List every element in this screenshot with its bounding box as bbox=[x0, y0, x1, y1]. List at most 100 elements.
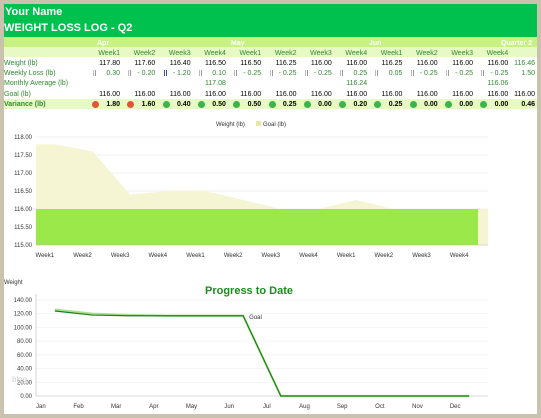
weekly-loss-cell[interactable]: 0.05 bbox=[388, 70, 403, 77]
goal-cell[interactable]: 116.00 bbox=[99, 91, 120, 98]
week-header[interactable]: Week3 bbox=[451, 50, 473, 57]
week-header[interactable]: Week4 bbox=[486, 50, 509, 57]
weekly-loss-cell[interactable]: 0.10 bbox=[212, 70, 226, 77]
legend-weight: Weight (lb) bbox=[216, 122, 245, 128]
weight-cell[interactable]: 116.25 bbox=[381, 60, 403, 67]
weekly-loss-total[interactable]: 1.50 bbox=[521, 70, 535, 77]
weight-cell[interactable]: 117.60 bbox=[134, 60, 156, 67]
weekly-loss-cell[interactable]: 0.25 bbox=[353, 70, 368, 77]
x-tick-label: Week3 bbox=[111, 253, 130, 259]
weight-cell[interactable]: 116.50 bbox=[205, 60, 226, 67]
row-label-weekly-loss: Weekly Loss (lb) bbox=[4, 70, 56, 77]
week-header[interactable]: Week1 bbox=[380, 50, 403, 57]
weight-cell[interactable]: 116.00 bbox=[487, 60, 509, 67]
weight-cell[interactable]: 116.50 bbox=[240, 60, 262, 67]
trend-bar-icon bbox=[163, 70, 167, 76]
month-label[interactable]: Jun bbox=[369, 40, 382, 47]
weekly-loss-cell[interactable]: - 0.25 bbox=[313, 70, 332, 77]
goal-cell[interactable]: 116.00 bbox=[487, 91, 509, 98]
variance-cell[interactable]: 0.40 bbox=[176, 101, 191, 108]
y-axis-label: Weight bbox=[4, 280, 23, 286]
week-header[interactable]: Week3 bbox=[168, 50, 191, 57]
variance-cell[interactable]: 0.25 bbox=[282, 101, 297, 108]
weekly-loss-cell[interactable]: - 0.25 bbox=[278, 70, 297, 77]
y-tick-label: 118.00 bbox=[14, 135, 33, 141]
trend-bar-icon bbox=[481, 70, 485, 76]
week-header[interactable]: Week2 bbox=[274, 50, 297, 57]
month-label[interactable]: Apr bbox=[97, 40, 110, 47]
week-header[interactable]: Week3 bbox=[310, 50, 332, 57]
week-header[interactable]: Week1 bbox=[98, 50, 120, 57]
weight-cell[interactable]: 116.00 bbox=[452, 60, 473, 67]
x-tick-label: Week2 bbox=[224, 253, 243, 259]
x-tick-label: Week2 bbox=[73, 253, 92, 259]
week-header[interactable]: Week1 bbox=[239, 50, 262, 57]
week-header[interactable]: Week4 bbox=[345, 50, 368, 57]
variance-cell[interactable]: 0.25 bbox=[388, 101, 403, 108]
variance-cell[interactable]: 0.00 bbox=[318, 101, 332, 108]
week-header[interactable]: Week4 bbox=[204, 50, 226, 57]
status-red-icon bbox=[127, 101, 135, 108]
variance-total[interactable]: 0.46 bbox=[521, 101, 535, 108]
x-tick-label: Apr bbox=[149, 404, 158, 410]
weekly-loss-cell[interactable]: - 1.20 bbox=[172, 70, 191, 77]
weekly-loss-cell[interactable]: - 0.25 bbox=[455, 70, 473, 77]
week-header[interactable]: Week2 bbox=[416, 50, 438, 57]
goal-total[interactable]: 116.00 bbox=[514, 91, 535, 98]
trend-bar-icon bbox=[234, 70, 238, 76]
y-tick-label: 116.00 bbox=[14, 207, 33, 213]
goal-series-line bbox=[54, 308, 470, 398]
quarter-label[interactable]: Quarter 2 bbox=[501, 40, 533, 47]
goal-cell[interactable]: 116.00 bbox=[275, 91, 297, 98]
variance-cell[interactable]: 0.00 bbox=[424, 101, 438, 108]
weekly-loss-cell[interactable]: - 0.25 bbox=[419, 70, 438, 77]
status-green-icon bbox=[197, 101, 205, 108]
week-header[interactable]: Week2 bbox=[133, 50, 156, 57]
y-tick-label: 0.00 bbox=[20, 394, 32, 400]
variance-cell[interactable]: 0.50 bbox=[212, 101, 226, 108]
x-tick-label: Week4 bbox=[149, 253, 168, 259]
weekly-loss-cell[interactable]: - 0.25 bbox=[243, 70, 262, 77]
goal-cell[interactable]: 116.00 bbox=[310, 91, 332, 98]
row-label-weight: Weight (lb) bbox=[4, 60, 38, 67]
trend-bar-icon bbox=[304, 70, 308, 76]
variance-cell[interactable]: 0.00 bbox=[459, 101, 473, 108]
weekly-loss-cell[interactable]: - 0.25 bbox=[490, 70, 509, 77]
weight-total[interactable]: 116.46 bbox=[514, 60, 535, 67]
monthly-average-cell[interactable]: 116.06 bbox=[487, 80, 509, 87]
weight-cell[interactable]: 117.80 bbox=[99, 60, 120, 67]
log-title[interactable]: WEIGHT LOSS LOG - Q2 bbox=[4, 20, 537, 37]
month-band bbox=[4, 37, 537, 47]
weekly-loss-cell[interactable]: 0.30 bbox=[106, 70, 120, 77]
goal-cell[interactable]: 116.00 bbox=[205, 91, 226, 98]
trend-bar-icon bbox=[410, 70, 414, 76]
x-tick-label: Jan bbox=[36, 404, 46, 410]
weight-area-chart: Weight (lb) Goal (lb) 118.00 117.50 117.00 11… bbox=[14, 121, 488, 259]
variance-cell[interactable]: 1.80 bbox=[106, 101, 120, 108]
x-tick-label: Week1 bbox=[36, 253, 55, 259]
monthly-average-cell[interactable]: 116.24 bbox=[346, 80, 368, 87]
weight-cell[interactable]: 116.25 bbox=[275, 60, 297, 67]
goal-cell[interactable]: 116.00 bbox=[346, 91, 368, 98]
goal-cell[interactable]: 116.00 bbox=[381, 91, 403, 98]
y-tick-label: 115.50 bbox=[14, 225, 33, 231]
goal-cell[interactable]: 116.00 bbox=[452, 91, 473, 98]
weekly-loss-cell[interactable]: - 0.20 bbox=[137, 70, 156, 77]
weight-series-line bbox=[54, 310, 470, 397]
weight-cell[interactable]: 116.00 bbox=[310, 60, 332, 67]
month-label[interactable]: May bbox=[231, 40, 245, 47]
goal-cell[interactable]: 116.00 bbox=[169, 91, 191, 98]
goal-cell[interactable]: 116.00 bbox=[416, 91, 438, 98]
weight-cell[interactable]: 116.00 bbox=[416, 60, 438, 67]
variance-cell[interactable]: 1.60 bbox=[141, 101, 156, 108]
monthly-average-cell[interactable]: 117.08 bbox=[205, 80, 226, 87]
variance-cell[interactable]: 0.20 bbox=[353, 101, 368, 108]
variance-cell[interactable]: 0.00 bbox=[494, 101, 509, 108]
user-name[interactable]: Your Name bbox=[4, 4, 537, 20]
variance-cell[interactable]: 0.50 bbox=[247, 101, 262, 108]
goal-cell[interactable]: 116.00 bbox=[240, 91, 262, 98]
goal-cell[interactable]: 116.00 bbox=[134, 91, 156, 98]
trend-bar-icon bbox=[198, 70, 202, 76]
weight-cell[interactable]: 116.40 bbox=[169, 60, 191, 67]
weight-cell[interactable]: 116.00 bbox=[346, 60, 368, 67]
